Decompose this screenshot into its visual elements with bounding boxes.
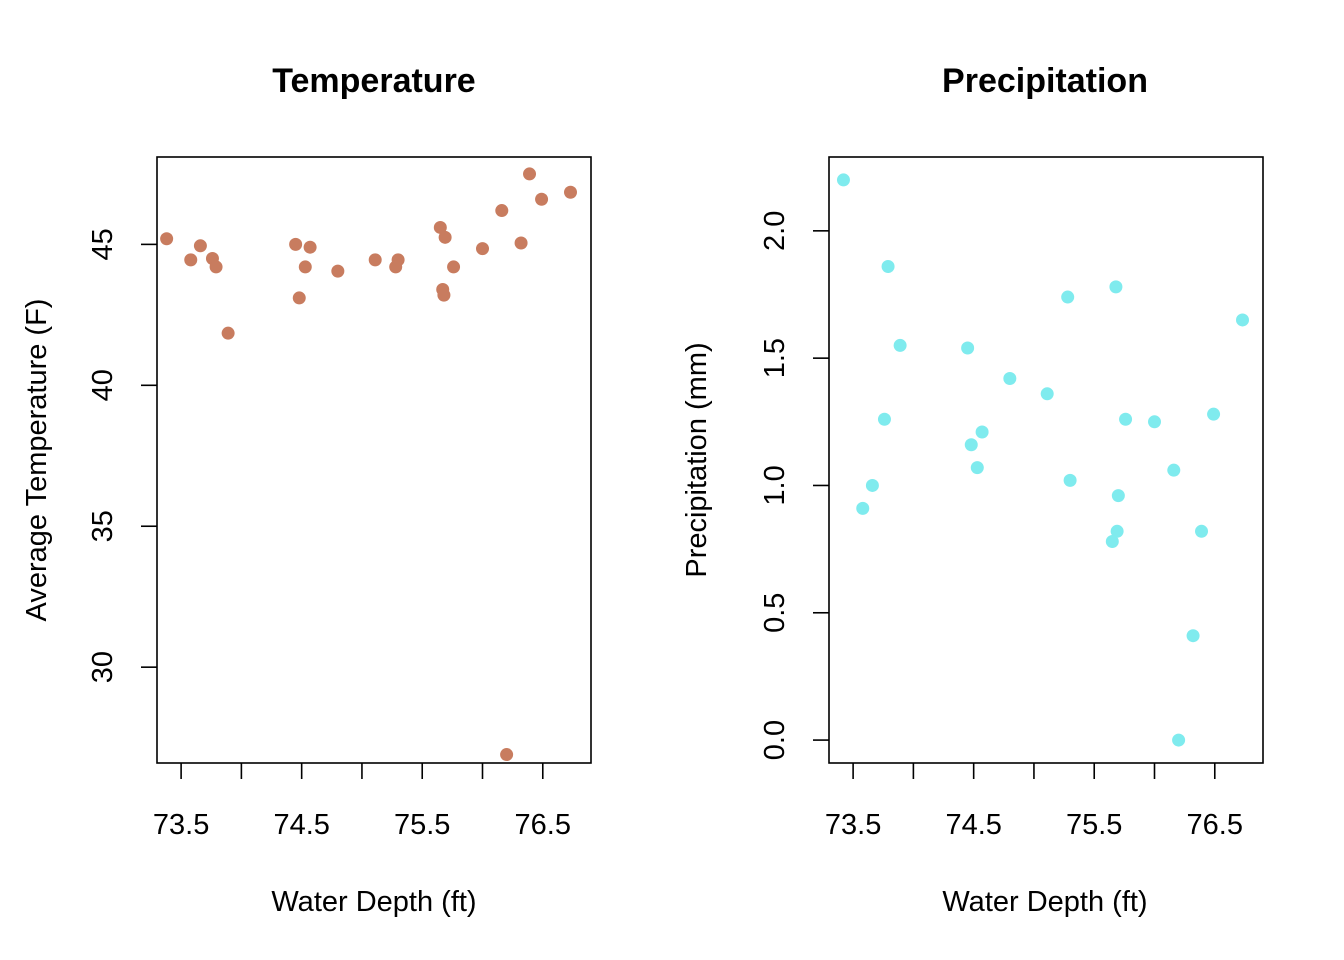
- data-point: [495, 204, 509, 218]
- y-axis: 30 35 40 45: [87, 228, 157, 683]
- data-point: [1172, 733, 1186, 747]
- precipitation-panel: Precipitation Water Depth (ft) Precipita…: [681, 62, 1264, 918]
- data-point: [391, 253, 405, 267]
- data-point: [298, 260, 312, 274]
- x-tick-label: 76.5: [1187, 809, 1243, 841]
- x-tick-label: 74.5: [945, 809, 1001, 841]
- data-point: [184, 253, 198, 267]
- data-point: [856, 501, 870, 515]
- data-point: [1003, 372, 1017, 386]
- data-point: [368, 253, 382, 267]
- x-tick-label: 75.5: [394, 809, 450, 841]
- data-point: [221, 326, 235, 340]
- data-points: [836, 173, 1250, 747]
- chart-title: Temperature: [272, 62, 475, 100]
- data-point: [1110, 524, 1124, 538]
- y-tick-label: 45: [87, 228, 119, 260]
- data-point: [523, 167, 537, 181]
- y-tick-label: 1.5: [759, 338, 791, 378]
- plot-frame: [828, 156, 1264, 764]
- data-point: [1040, 387, 1054, 401]
- data-point: [881, 259, 895, 273]
- data-point: [193, 239, 207, 253]
- data-point: [1148, 415, 1161, 429]
- y-axis: 0.0 0.5 1.0 1.5 2.0: [759, 211, 829, 760]
- data-point: [1061, 290, 1075, 304]
- x-tick-label: 75.5: [1066, 809, 1122, 841]
- data-point: [1186, 629, 1200, 643]
- data-point: [893, 338, 907, 352]
- y-axis-label: Precipitation (mm): [681, 342, 713, 577]
- y-axis-label: Average Temperature (F): [21, 299, 53, 622]
- x-tick-label: 76.5: [515, 809, 571, 841]
- data-point: [514, 236, 528, 250]
- data-points: [160, 167, 578, 762]
- data-point: [836, 173, 850, 187]
- data-point: [500, 748, 514, 762]
- y-tick-label: 30: [87, 651, 119, 683]
- data-point: [877, 412, 891, 426]
- data-point: [535, 192, 549, 206]
- x-tick-label: 74.5: [273, 809, 329, 841]
- data-point: [1109, 280, 1123, 294]
- data-point: [1063, 473, 1077, 487]
- data-point: [564, 185, 578, 199]
- x-axis-label: Water Depth (ft): [942, 886, 1147, 918]
- data-point: [433, 220, 447, 234]
- data-point: [1207, 407, 1221, 421]
- x-axis: 73.5 74.5 75.5 76.5: [825, 763, 1243, 841]
- y-tick-label: 2.0: [759, 211, 791, 251]
- data-point: [331, 264, 345, 278]
- y-tick-label: 0.5: [759, 593, 791, 633]
- data-point: [160, 232, 174, 246]
- data-point: [438, 230, 452, 244]
- data-point: [292, 291, 306, 305]
- data-point: [303, 240, 317, 254]
- data-point: [289, 237, 303, 251]
- data-point: [1236, 313, 1250, 327]
- y-tick-label: 40: [87, 369, 119, 401]
- data-point: [476, 242, 489, 256]
- data-point: [1105, 534, 1119, 548]
- chart-title: Precipitation: [942, 62, 1148, 100]
- plot-frame: [156, 156, 592, 764]
- y-tick-label: 1.0: [759, 465, 791, 505]
- temperature-panel: Temperature Water Depth (ft) Average Tem…: [21, 62, 592, 918]
- data-point: [964, 438, 978, 452]
- data-point: [1167, 463, 1181, 477]
- data-point: [975, 425, 989, 439]
- data-point: [1195, 524, 1209, 538]
- data-point: [970, 461, 984, 475]
- y-tick-label: 0.0: [759, 720, 791, 760]
- x-axis: 73.5 74.5 75.5 76.5: [153, 763, 571, 841]
- x-tick-label: 73.5: [825, 809, 881, 841]
- data-point: [437, 288, 451, 302]
- data-point: [1119, 412, 1133, 426]
- data-point: [1111, 489, 1125, 503]
- x-axis-label: Water Depth (ft): [271, 886, 476, 918]
- y-tick-label: 35: [87, 510, 119, 542]
- x-tick-label: 73.5: [153, 809, 209, 841]
- data-point: [865, 478, 879, 492]
- data-point: [447, 260, 461, 274]
- data-point: [209, 260, 223, 274]
- data-point: [961, 341, 975, 355]
